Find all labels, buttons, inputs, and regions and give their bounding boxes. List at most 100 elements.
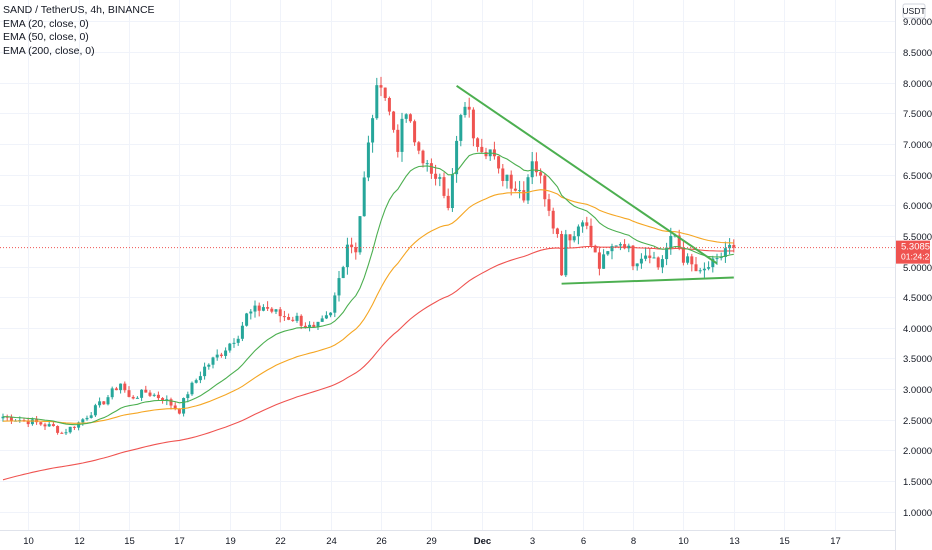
candle-body (652, 257, 656, 259)
currency-badge[interactable]: USDT (902, 3, 926, 19)
candle-body (236, 338, 240, 343)
candle-body (135, 397, 139, 399)
candle-body (261, 307, 265, 311)
candle (236, 335, 240, 346)
price-tick-label: 8.5000 (903, 48, 932, 59)
candle (522, 181, 526, 203)
time-tick-label: 15 (779, 536, 790, 547)
candle-body (308, 324, 312, 328)
price-tick-label: 6.0000 (903, 201, 932, 212)
candle-body (60, 432, 64, 434)
candle-body (287, 317, 291, 320)
candle (211, 356, 215, 369)
candle-body (530, 161, 534, 178)
candle (702, 262, 706, 278)
candle (98, 397, 102, 408)
candle (35, 416, 39, 425)
candle-body (639, 258, 643, 264)
candle-body (102, 401, 106, 405)
candle (606, 251, 610, 256)
candle-body (446, 195, 450, 209)
candle (459, 113, 463, 147)
candle (93, 403, 97, 417)
candle (291, 316, 295, 322)
candle (345, 237, 349, 275)
candle (652, 251, 656, 259)
candle-body (522, 190, 526, 201)
candle (144, 385, 148, 393)
time-tick-label: 6 (581, 536, 586, 547)
candle (316, 321, 320, 330)
candle (476, 137, 480, 152)
candle (194, 378, 198, 384)
legend-ema200[interactable]: EMA (200, close, 0) (3, 44, 95, 57)
candle (471, 107, 475, 147)
candle (417, 141, 421, 155)
legend-ema50[interactable]: EMA (50, close, 0) (3, 31, 89, 43)
candle-body (169, 399, 173, 406)
candle-body (387, 97, 391, 112)
candle (350, 237, 354, 254)
candle-body (715, 258, 719, 260)
candle-body (476, 138, 480, 147)
candle-body (392, 111, 396, 130)
candle-body (152, 394, 156, 396)
candle (148, 390, 152, 398)
candle (463, 101, 467, 118)
candle (593, 244, 597, 253)
candle (648, 248, 652, 264)
candle (354, 242, 358, 260)
time-tick-label: 17 (174, 536, 185, 547)
ema50-line (2, 189, 734, 424)
candle (245, 312, 249, 327)
candle-body (560, 234, 564, 276)
candle (320, 315, 324, 322)
candle-body (501, 168, 505, 181)
candle (392, 110, 396, 133)
candle (337, 270, 341, 302)
candle (610, 243, 614, 260)
candle (51, 421, 55, 427)
candle (224, 347, 228, 360)
candle-body (190, 382, 194, 395)
grid-lines (0, 0, 895, 530)
candle (467, 97, 471, 118)
candle (438, 173, 442, 187)
candle-body (568, 234, 572, 241)
candle (639, 253, 643, 269)
candle-body (505, 174, 509, 181)
candle (47, 421, 51, 427)
candle-body (341, 267, 345, 279)
bar-countdown: 01:24:28 (901, 252, 932, 262)
candle-body (581, 222, 585, 227)
candle-body (228, 343, 232, 351)
candle (711, 255, 715, 273)
candle (572, 230, 576, 243)
candle-body (345, 244, 349, 268)
candle (505, 174, 509, 189)
candle (60, 431, 64, 434)
candle (85, 415, 89, 421)
candle (551, 207, 555, 234)
candle (408, 113, 412, 123)
legend-symbol[interactable]: SAND / TetherUS, 4h, BINANCE (3, 4, 155, 16)
candle-body (127, 390, 131, 397)
candle (253, 300, 257, 318)
candle (429, 158, 433, 179)
candle-body (161, 398, 165, 401)
candle (56, 425, 60, 435)
price-tick-label: 1.0000 (903, 508, 932, 519)
ema20-path (3, 152, 734, 426)
candle-body (64, 432, 68, 434)
candle-body (30, 419, 34, 425)
candle (568, 234, 572, 249)
candle-body (257, 305, 261, 311)
candle (589, 218, 593, 247)
candle-body (379, 85, 383, 88)
candle (371, 114, 375, 153)
candle (446, 188, 450, 211)
candle (635, 263, 639, 271)
trendlines[interactable] (456, 84, 734, 285)
legend-ema20[interactable]: EMA (20, close, 0) (3, 17, 89, 30)
